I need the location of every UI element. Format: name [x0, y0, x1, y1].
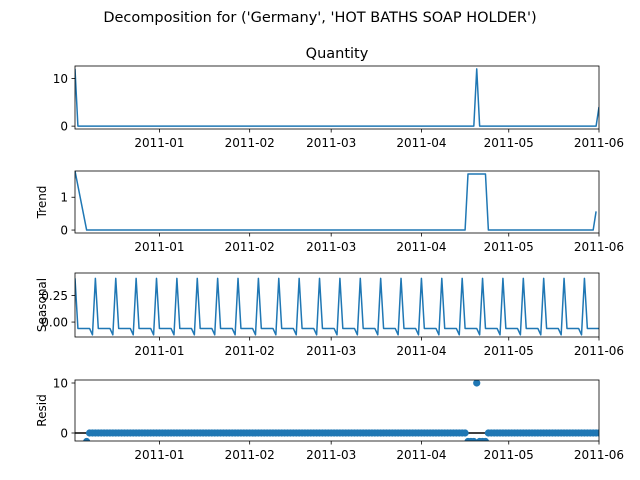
x-tick-label: 2011-03 [306, 136, 356, 150]
y-tick-label: 0 [60, 120, 68, 134]
y-tick-label: 10 [53, 72, 68, 86]
y-axis-label: Trend [35, 186, 49, 220]
y-axis-label: Resid [35, 394, 49, 426]
resid-plot [75, 380, 599, 441]
seasonal-axes-frame [74, 272, 600, 338]
seasonal-line [75, 277, 599, 336]
panel-observed: 0 10 2011-01 2011-02 2011-03 2011-04 2011-05 20… [53, 46, 624, 150]
resid-point [473, 380, 481, 387]
x-tick-label: 2011-05 [484, 136, 534, 150]
y-tick-label: 10 [53, 377, 68, 391]
x-tick-label: 2011-06 [574, 448, 624, 462]
figure-title: Decomposition for ('Germany', 'HOT BATHS… [103, 10, 536, 26]
x-tick-label: 2011-06 [574, 240, 624, 254]
x-tick-label: 2011-01 [134, 136, 184, 150]
y-tick-label: 0 [60, 224, 68, 238]
resid-point [461, 429, 469, 437]
x-tick-label: 2011-06 [574, 344, 624, 358]
x-tick-label: 2011-04 [396, 448, 446, 462]
x-tick-label: 2011-02 [225, 448, 275, 462]
x-tick-label: 2011-02 [225, 240, 275, 254]
x-tick-label: 2011-05 [484, 448, 534, 462]
resid-axes-frame [74, 379, 600, 442]
x-tick-label: 2011-04 [396, 136, 446, 150]
seasonal-plot [75, 277, 599, 336]
x-tick-label: 2011-03 [306, 240, 356, 254]
y-tick-label: 0 [60, 427, 68, 441]
panel-seasonal: 0.00 0.25 2011-01 2011-02 2011-03 2011-04 2011… [35, 272, 624, 358]
y-axis-label: Seasonal [35, 278, 49, 332]
x-tick-label: 2011-02 [225, 344, 275, 358]
y-tick-label: 0.00 [41, 316, 68, 330]
resid-point [595, 429, 599, 437]
x-tick-label: 2011-01 [134, 240, 184, 254]
x-tick-label: 2011-02 [225, 136, 275, 150]
x-tick-label: 2011-04 [396, 240, 446, 254]
trend-plot [75, 171, 597, 231]
x-tick-label: 2011-01 [134, 344, 184, 358]
resid-point [83, 437, 91, 441]
x-tick-label: 2011-06 [574, 136, 624, 150]
observed-plot [75, 68, 599, 127]
y-tick-label: 0.25 [41, 289, 68, 303]
resid-point [481, 437, 490, 441]
panel-title: Quantity [306, 46, 369, 62]
x-tick-label: 2011-01 [134, 448, 184, 462]
x-tick-label: 2011-05 [484, 344, 534, 358]
x-tick-label: 2011-03 [306, 448, 356, 462]
trend-line [75, 171, 597, 231]
x-tick-label: 2011-04 [396, 344, 446, 358]
resid-point [470, 437, 478, 441]
y-tick-label: 1 [60, 191, 68, 205]
panel-resid: 0 10 2011-01 2011-02 2011-03 2011-04 2011-05 20… [35, 377, 624, 463]
trend-axes-frame [74, 170, 600, 234]
panel-trend: 0 1 2011-01 2011-02 2011-03 2011-04 2011-05 201… [35, 170, 624, 254]
observed-axes-frame [74, 65, 600, 130]
x-tick-label: 2011-05 [484, 240, 534, 254]
x-tick-label: 2011-03 [306, 344, 356, 358]
observed-line [75, 68, 599, 127]
